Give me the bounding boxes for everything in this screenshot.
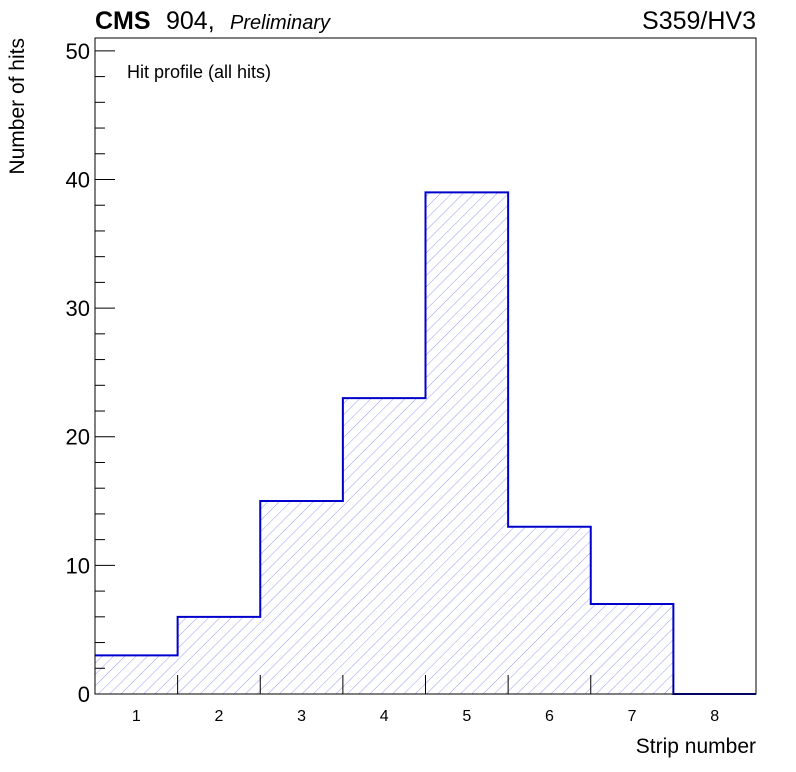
x-tick-label: 2 [214,708,223,725]
x-tick-label: 1 [132,708,141,725]
x-tick-label: 4 [380,708,389,725]
site-label: 904, [166,7,215,35]
histogram-outline [95,191,756,695]
cms-label: CMS [95,7,151,35]
y-tick-label: 30 [66,296,90,321]
y-tick-label: 20 [66,425,90,450]
x-tick-label: 6 [545,708,554,725]
y-tick-label: 10 [66,553,90,578]
x-tick-label: 5 [462,708,471,725]
y-tick-label: 0 [78,682,90,707]
y-tick-label: 50 [66,39,90,64]
status-label: Preliminary [230,12,331,34]
plot-area [95,191,756,695]
chart-annotation: Hit profile (all hits) [127,62,271,82]
x-tick-label: 8 [710,708,719,725]
y-axis-ticks: 0 10 20 30 40 50 [66,39,115,707]
x-axis-title: Strip number [636,735,756,758]
x-tick-label: 7 [628,708,637,725]
x-axis-ticks: 1 2 3 4 5 6 7 8 [132,675,719,725]
y-tick-label: 40 [66,167,90,192]
y-axis-title: Number of hits [6,38,29,175]
run-label: S359/HV3 [642,7,756,35]
x-tick-label: 3 [297,708,306,725]
